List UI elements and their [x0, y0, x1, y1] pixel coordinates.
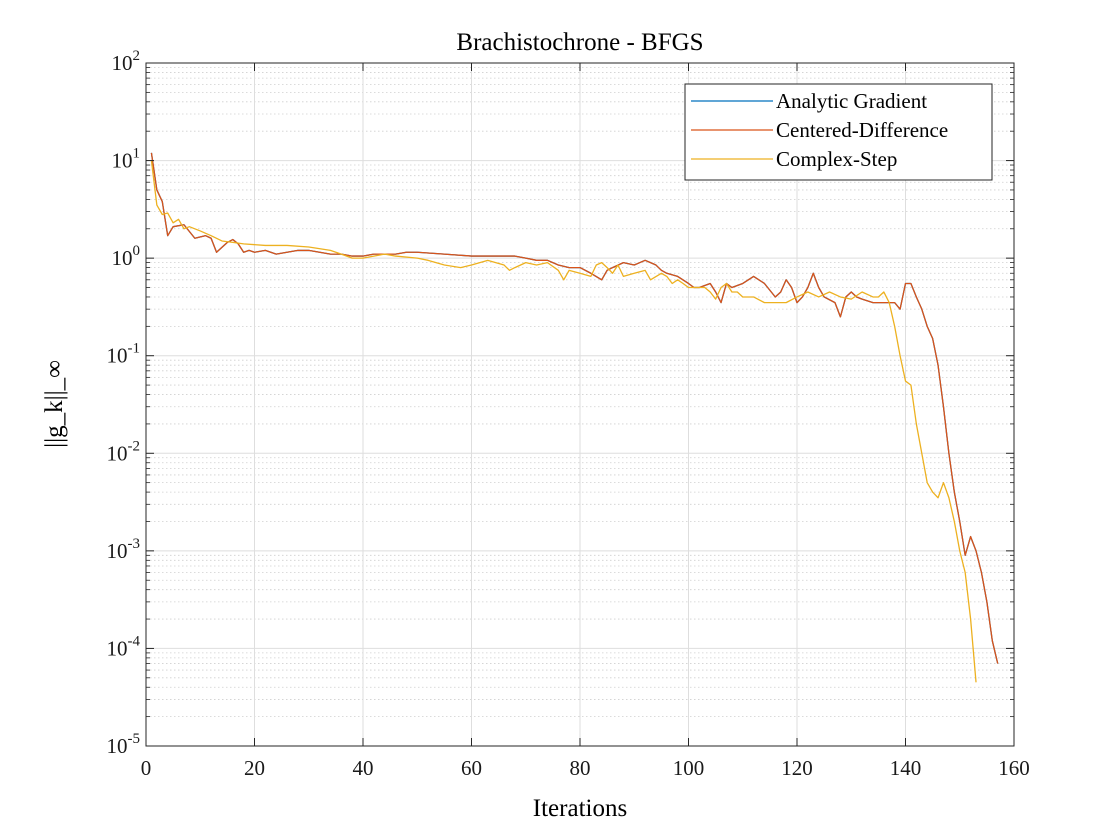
series-line-3 [150, 160, 977, 683]
x-tick-label: 120 [781, 756, 813, 780]
series-layer [150, 152, 999, 683]
x-tick-label: 100 [673, 756, 705, 780]
series-line-2 [150, 152, 999, 664]
legend-label-3: Complex-Step [776, 147, 897, 171]
legend: Analytic Gradient Centered-Difference Comp… [684, 83, 993, 181]
y-tick-label: 10-2 [107, 438, 141, 465]
grid [145, 62, 1015, 747]
x-axis-label: Iterations [533, 795, 627, 822]
x-tick-label: 0 [141, 756, 152, 780]
x-tick-label: 80 [570, 756, 591, 780]
y-axis-label: ||g_k||_∞ [41, 360, 68, 448]
y-tick-label: 102 [112, 48, 141, 75]
legend-box [684, 83, 993, 181]
legend-label-2: Centered-Difference [776, 118, 948, 142]
x-tick-label: 160 [998, 756, 1030, 780]
y-tick-label: 10-5 [107, 731, 141, 758]
y-tick-label: 101 [112, 146, 141, 173]
ticks: 0 20 40 60 80 100 120 140 160 10-5 10-4 10-3 10-2 10-… [107, 48, 1030, 780]
x-tick-label: 140 [890, 756, 922, 780]
legend-label-1: Analytic Gradient [776, 89, 927, 113]
x-tick-label: 40 [353, 756, 374, 780]
y-tick-label: 10-1 [107, 341, 141, 368]
x-tick-label: 60 [461, 756, 482, 780]
y-tick-label: 100 [112, 243, 141, 270]
y-tick-label: 10-3 [107, 536, 141, 563]
chart-title: Brachistochrone - BFGS [456, 29, 703, 56]
y-tick-label: 10-4 [107, 633, 141, 660]
x-tick-label: 20 [244, 756, 265, 780]
